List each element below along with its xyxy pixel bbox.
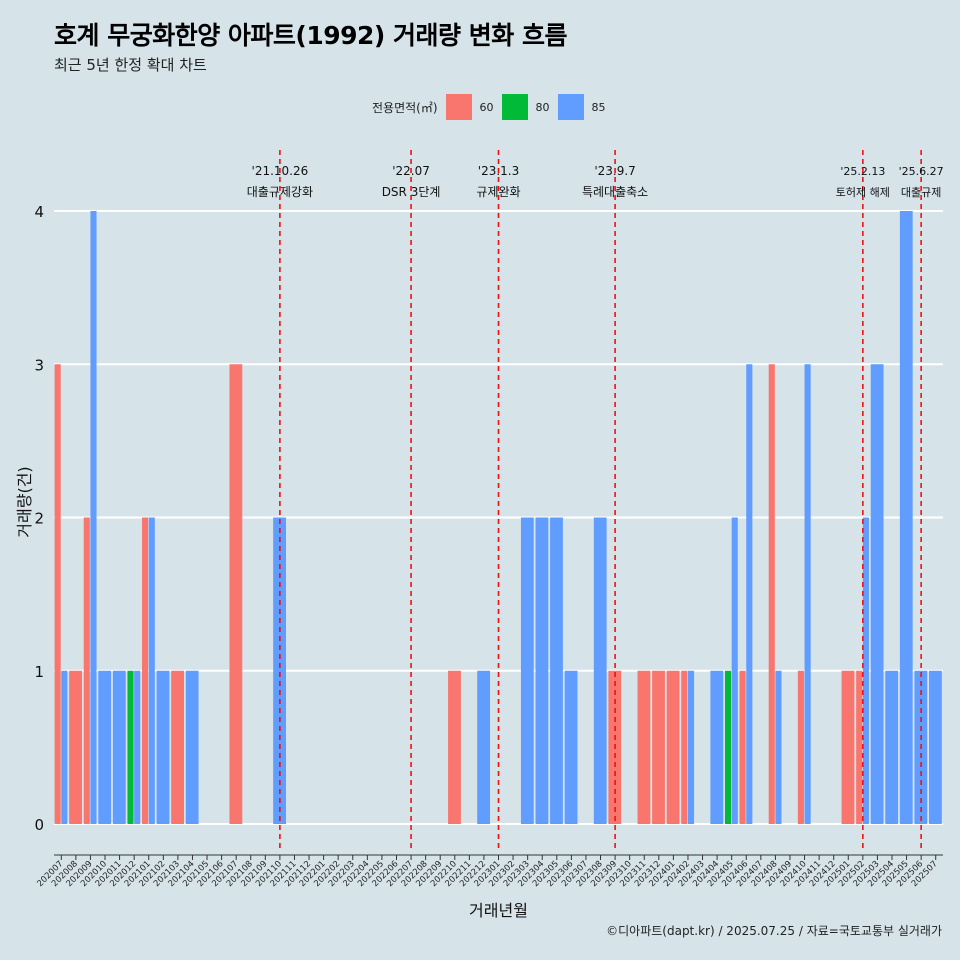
- bar-85-202505: [899, 211, 913, 824]
- event-date-202502: '25.2.13: [840, 165, 885, 178]
- bar-85-202405: [731, 517, 738, 824]
- bar-85-202402: [687, 670, 695, 824]
- event-label-202309: 특례대출축소: [582, 185, 648, 199]
- bar-85-202306: [564, 670, 578, 824]
- bar-60-202101: [142, 517, 149, 824]
- legend-swatch-80: [501, 94, 528, 120]
- legend-label-80: 80: [535, 100, 550, 114]
- bar-85-202308: [593, 517, 607, 824]
- event-label-202207: DSR 3단계: [382, 185, 441, 199]
- bar-60-202406: [739, 670, 746, 824]
- bar-85-202408: [775, 670, 782, 824]
- legend-item-60: 60: [445, 94, 494, 120]
- bar-85-202410: [804, 364, 811, 824]
- legend-title: 전용면적(㎡): [372, 100, 438, 115]
- legend-item-85: 85: [557, 94, 606, 120]
- y-tick-label: 3: [34, 356, 44, 374]
- bar-60-202311: [637, 670, 651, 824]
- bar-85-202502: [862, 517, 869, 824]
- event-date-202301: '23.1.3: [478, 164, 519, 178]
- bar-60-202007: [54, 364, 61, 824]
- legend-item-80: 80: [501, 94, 550, 120]
- bar-85-202110: [273, 517, 286, 824]
- y-tick-label: 1: [34, 663, 44, 681]
- bar-60-202408: [768, 364, 775, 824]
- bar-85-202404: [710, 670, 724, 824]
- bar-85-202305: [550, 517, 563, 824]
- bar-85-202010: [98, 670, 112, 824]
- y-axis-title: 거래량(건): [15, 466, 34, 537]
- bar-85-202009: [90, 211, 97, 824]
- bar-85-202011: [112, 670, 126, 824]
- bar-85-202304: [535, 517, 549, 824]
- bar-85-202503: [870, 364, 884, 824]
- bar-80-202405: [724, 670, 732, 824]
- source-caption: ©디아파트(dapt.kr) / 2025.07.25 / 자료=국토교통부 실…: [606, 924, 942, 938]
- bar-60-202210: [448, 670, 461, 824]
- bar-60-202502: [856, 670, 863, 824]
- bar-85-202101: [148, 517, 155, 824]
- legend-swatch-85: [557, 94, 584, 120]
- bar-80-202012: [127, 670, 134, 824]
- bar-60-202401: [666, 670, 680, 824]
- legend-swatch-60: [445, 94, 472, 120]
- bar-85-202212: [477, 670, 491, 824]
- bar-85-202504: [885, 670, 899, 824]
- bar-60-202410: [797, 670, 804, 824]
- x-axis-title: 거래년월: [469, 901, 528, 920]
- legend-label-85: 85: [591, 100, 606, 114]
- event-label-202110: 대출규제강화: [247, 185, 313, 199]
- bar-85-202012: [134, 670, 141, 824]
- bar-60-202501: [841, 670, 855, 824]
- chart-title: 호계 무궁화한양 아파트(1992) 거래량 변화 흐름: [54, 21, 567, 50]
- legend: 전용면적(㎡) 60 80 85: [372, 94, 614, 120]
- event-label-202502: 토허제 해제: [836, 185, 890, 199]
- bar-85-202104: [185, 670, 199, 824]
- event-date-202309: '23.9.7: [594, 164, 635, 178]
- event-date-202207: '22.07: [392, 164, 430, 178]
- y-tick-label: 4: [34, 203, 44, 221]
- bar-85-202303: [520, 517, 534, 824]
- bar-60-202103: [171, 670, 184, 824]
- event-date-202506: '25.6.27: [899, 165, 944, 178]
- bar-85-202007: [61, 670, 68, 824]
- event-label-202506: 대출규제: [901, 186, 941, 199]
- bar-60-202402: [681, 670, 688, 824]
- y-tick-label: 2: [34, 510, 44, 528]
- bar-85-202102: [156, 670, 170, 824]
- chart-subtitle: 최근 5년 한정 확대 차트: [54, 56, 207, 74]
- event-date-202110: '21.10.26: [252, 164, 309, 178]
- bar-60-202312: [652, 670, 665, 824]
- y-tick-label: 0: [34, 816, 44, 834]
- event-label-202301: 규제완화: [476, 185, 520, 199]
- bar-85-202406: [746, 364, 753, 824]
- bar-60-202009: [83, 517, 90, 824]
- bar-60-202107: [229, 364, 243, 824]
- bar-60-202008: [69, 670, 82, 824]
- bar-85-202507: [929, 670, 942, 824]
- legend-label-60: 60: [479, 100, 494, 114]
